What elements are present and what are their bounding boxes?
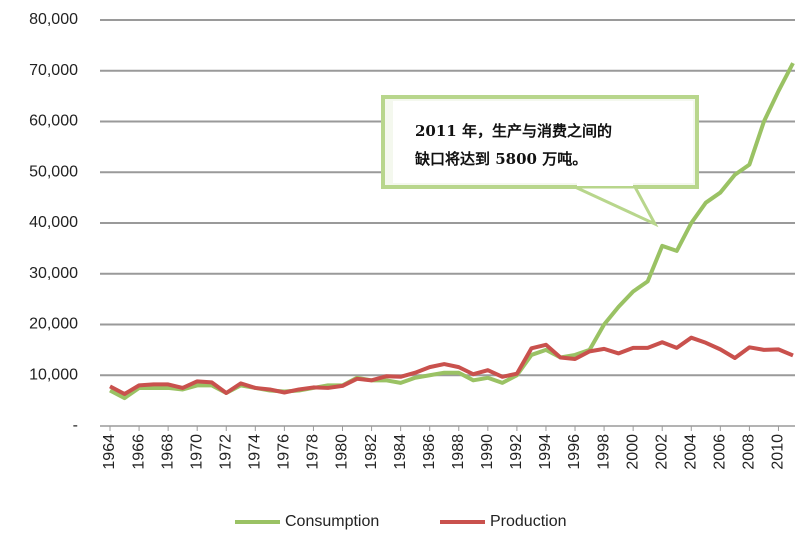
x-tick-label: 2008: [741, 434, 758, 470]
x-tick-label: 2006: [712, 434, 729, 470]
x-tick-label: 1980: [334, 434, 351, 470]
x-tick-label: 1968: [159, 434, 176, 470]
callout-join: [577, 182, 633, 186]
y-tick-label: 10,000: [29, 366, 78, 383]
x-tick-label: 1964: [101, 434, 118, 470]
x-tick-label: 1988: [450, 434, 467, 470]
x-tick-label: 1978: [305, 434, 322, 470]
x-tick-label: 1976: [276, 434, 293, 470]
legend-label: Production: [490, 513, 567, 530]
x-tick-label: 1986: [421, 434, 438, 470]
x-tick-label: 1970: [188, 434, 205, 470]
y-tick-label: 30,000: [29, 265, 78, 282]
x-tick-label: 1984: [392, 434, 409, 470]
x-tick-label: 1996: [566, 434, 583, 470]
y-tick-label: 50,000: [29, 163, 78, 180]
annotation-line: 缺口将达到 5800 万吨。: [414, 150, 587, 168]
y-tick-label: 60,000: [29, 113, 78, 130]
x-tick-label: 1992: [508, 434, 525, 470]
series-line: [109, 335, 794, 397]
x-tick-label: 2002: [653, 434, 670, 470]
x-tick-label: 1990: [479, 434, 496, 470]
y-tick-label: 20,000: [29, 316, 78, 333]
y-tick-label: 80,000: [29, 11, 78, 28]
annotation-line: 2011 年，生产与消费之间的: [415, 122, 612, 140]
callout-inner: [393, 101, 693, 183]
x-tick-label: 1982: [363, 434, 380, 470]
x-tick-label: 2004: [682, 434, 699, 470]
legend-label: Consumption: [285, 513, 379, 530]
x-tick-label: 2010: [770, 434, 787, 470]
x-tick-label: 1998: [595, 434, 612, 470]
x-tick-label: 1972: [217, 434, 234, 470]
y-tick-label: -: [73, 417, 78, 434]
x-tick-label: 2000: [624, 434, 641, 470]
y-tick-label: 70,000: [29, 62, 78, 79]
annotation-callout: 2011 年，生产与消费之间的 缺口将达到 5800 万吨。: [381, 95, 699, 228]
x-tick-label: 1966: [130, 434, 147, 470]
x-tick-label: 1994: [537, 434, 554, 470]
x-tick-label: 1974: [247, 434, 264, 470]
y-tick-label: 40,000: [29, 214, 78, 231]
callout-tail: [574, 185, 659, 228]
